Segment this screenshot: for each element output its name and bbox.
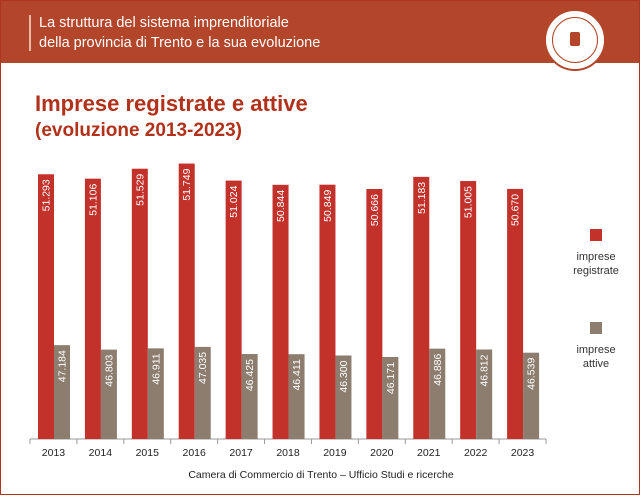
data-label-attive: 46.300 xyxy=(338,360,350,392)
footer-source: Camera di Commercio di Trento – Ufficio … xyxy=(188,469,454,481)
x-tick-label: 2018 xyxy=(276,447,300,459)
data-label-registrate: 50.849 xyxy=(322,190,334,222)
data-label-registrate: 51.293 xyxy=(41,179,53,211)
legend-label-attive-line1: imprese xyxy=(576,344,616,356)
bar-registrate-2013 xyxy=(38,174,54,439)
bar-registrate-2016 xyxy=(178,163,195,439)
data-label-registrate: 50.844 xyxy=(275,190,287,222)
bar-attive-2019 xyxy=(335,355,352,439)
bar-attive-2014 xyxy=(100,349,117,439)
data-label-attive: 46.803 xyxy=(103,354,115,386)
bar-attive-2021 xyxy=(429,348,446,439)
bar-attive-2018 xyxy=(288,354,305,439)
bar-registrate-2018 xyxy=(272,184,289,439)
bar-attive-2022 xyxy=(476,349,493,439)
data-label-attive: 46.539 xyxy=(526,358,538,390)
chamber-seal-logo xyxy=(544,9,606,71)
x-tick-label: 2022 xyxy=(464,447,488,459)
x-tick-label: 2019 xyxy=(323,447,347,459)
seal-inner-ring xyxy=(552,17,598,63)
legend-label-attive: imprese attive xyxy=(556,343,636,371)
bar-registrate-2020 xyxy=(366,189,383,439)
header-bar: La struttura del sistema imprenditoriale… xyxy=(1,1,639,63)
legend-label-registrate: imprese registrate xyxy=(556,250,636,278)
bar-registrate-2017 xyxy=(225,180,242,439)
data-label-attive: 46.911 xyxy=(150,353,162,384)
legend-label-attive-line2: attive xyxy=(582,358,610,370)
data-label-attive: 46.411 xyxy=(291,359,303,390)
seal-emblem-icon xyxy=(570,32,580,46)
data-label-attive: 46.812 xyxy=(479,354,491,386)
x-tick-label: 2023 xyxy=(511,447,535,459)
bar-attive-2017 xyxy=(241,354,258,439)
slide-subtitle: (evoluzione 2013-2023) xyxy=(35,120,242,141)
x-tick-label: 2013 xyxy=(42,447,66,459)
data-label-registrate: 51.749 xyxy=(181,168,193,200)
data-label-attive: 46.171 xyxy=(385,362,397,394)
bar-registrate-2021 xyxy=(413,176,430,439)
data-label-registrate: 51.183 xyxy=(416,182,428,214)
legend-swatch-registrate xyxy=(590,229,602,241)
data-label-registrate: 50.670 xyxy=(510,194,522,226)
bar-registrate-2015 xyxy=(131,168,148,440)
bar-registrate-2014 xyxy=(84,178,101,439)
header-title-line2: della provincia di Trento e la sua evolu… xyxy=(39,35,321,51)
bar-registrate-2023 xyxy=(507,188,524,439)
data-label-attive: 46.425 xyxy=(244,359,256,391)
data-label-registrate: 50.666 xyxy=(369,194,381,226)
bar-attive-2015 xyxy=(147,348,164,439)
data-label-attive: 47.035 xyxy=(197,352,209,384)
header-accent-line xyxy=(29,15,31,51)
data-label-registrate: 51.106 xyxy=(87,184,99,216)
data-label-registrate: 51.005 xyxy=(463,186,475,218)
data-label-attive: 47.184 xyxy=(57,350,69,382)
x-tick-label: 2021 xyxy=(417,447,441,459)
bar-attive-2023 xyxy=(523,352,540,439)
bar-registrate-2019 xyxy=(319,184,336,439)
x-tick-label: 2020 xyxy=(370,447,394,459)
bar-registrate-2022 xyxy=(460,181,477,439)
x-tick-label: 2016 xyxy=(183,447,207,459)
x-tick-label: 2017 xyxy=(229,447,253,459)
bar-attive-2020 xyxy=(382,357,399,439)
bar-attive-2013 xyxy=(54,345,70,439)
slide-title: Imprese registrate e attive xyxy=(35,91,308,116)
legend-swatch-attive xyxy=(590,322,602,334)
legend-label-registrate-line1: imprese xyxy=(576,251,616,263)
data-label-attive: 46.886 xyxy=(432,353,444,385)
legend-label-registrate-line2: registrate xyxy=(573,265,619,277)
data-label-registrate: 51.529 xyxy=(134,174,146,206)
x-tick-label: 2015 xyxy=(136,447,160,459)
bar-attive-2016 xyxy=(194,346,211,439)
header-title: La struttura del sistema imprenditoriale… xyxy=(39,13,320,53)
data-label-registrate: 51.024 xyxy=(228,185,240,217)
header-title-line1: La struttura del sistema imprenditoriale xyxy=(39,15,289,31)
x-tick-label: 2014 xyxy=(89,447,113,459)
